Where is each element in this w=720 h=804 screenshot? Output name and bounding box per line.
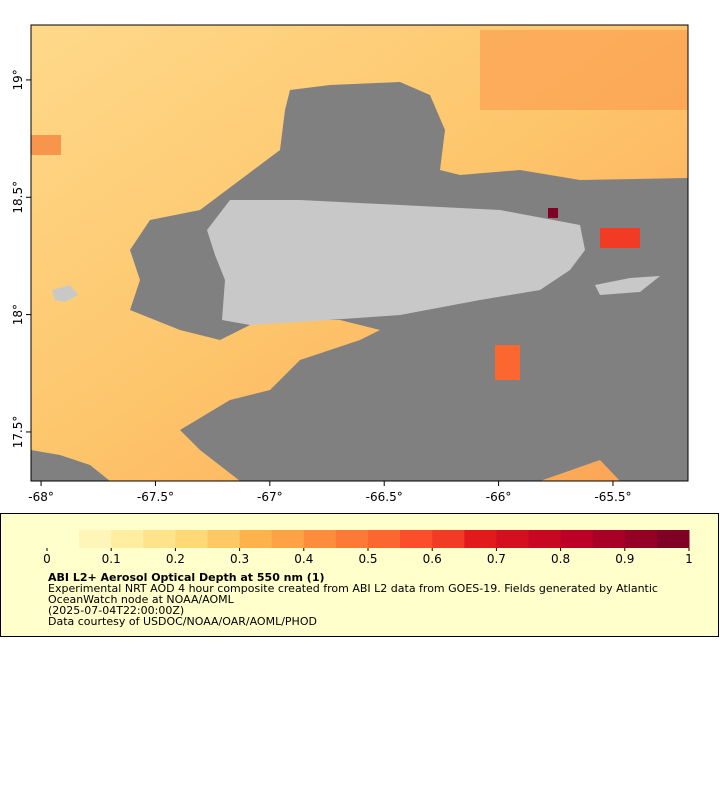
x-tick-label: -68°: [28, 490, 54, 504]
colorbar-step: [656, 530, 690, 548]
map-field: [30, 24, 689, 482]
colorbar-tick-label: 0.8: [551, 552, 570, 566]
aod-patch: [31, 135, 61, 155]
colorbar-tick-label: 0: [43, 552, 51, 566]
aod-patch: [548, 208, 558, 218]
aod-patch: [480, 30, 688, 110]
colorbar-step: [624, 530, 658, 548]
x-tick-label: -65.5°: [594, 490, 631, 504]
caption-title: ABI L2+ Aerosol Optical Depth at 550 nm …: [48, 571, 325, 584]
map-frame: [30, 24, 689, 482]
y-tick-label: 18°: [11, 304, 25, 325]
colorbar-tick-label: 0.4: [294, 552, 313, 566]
land-island: [595, 276, 660, 295]
x-tick-label: -66°: [486, 490, 512, 504]
caption-line: OceanWatch node at NOAA/AOML: [48, 593, 235, 606]
y-tick-label: 18.5°: [11, 181, 25, 214]
aod-patch: [495, 345, 520, 380]
land-island: [52, 285, 78, 302]
colorbar-step: [239, 530, 273, 548]
colorbar-step: [111, 530, 144, 548]
y-tick-label: 17.5°: [11, 416, 25, 449]
colorbar-step: [47, 530, 80, 548]
y-tick-label: 19°: [11, 69, 25, 90]
aod-patch: [600, 228, 640, 248]
caption-line: Experimental NRT AOD 4 hour composite cr…: [48, 582, 658, 595]
colorbar-step: [303, 530, 337, 548]
caption-line: (2025-07-04T22:00:00Z): [48, 604, 184, 617]
no-data-area: [31, 450, 110, 481]
colorbar-step: [464, 530, 497, 548]
colorbar-step: [368, 530, 401, 548]
land-island: [207, 200, 585, 325]
colorbar-step: [400, 530, 433, 548]
colorbar-tick-label: 0.1: [102, 552, 121, 566]
colorbar-tick-label: 0.6: [423, 552, 442, 566]
colorbar-tick-label: 0.7: [487, 552, 506, 566]
x-tick-label: -67.5°: [137, 490, 174, 504]
colorbar-step: [175, 530, 208, 548]
colorbar-tick-label: 0.3: [230, 552, 249, 566]
colorbar-step: [592, 530, 626, 548]
colorbar-step: [271, 530, 305, 548]
colorbar-step: [432, 530, 465, 548]
colorbar-step: [207, 530, 241, 548]
x-tick-label: -66.5°: [366, 490, 403, 504]
colorbar-tick-label: 0.5: [358, 552, 377, 566]
colorbar-tick-label: 0.2: [166, 552, 185, 566]
colorbar-step: [528, 530, 562, 548]
caption-line: Data courtesy of USDOC/NOAA/OAR/AOML/PHO…: [48, 615, 317, 628]
colorbar-tick-label: 1: [685, 552, 693, 566]
x-tick-label: -67°: [257, 490, 283, 504]
colorbar-step: [143, 530, 176, 548]
colorbar-step: [560, 530, 594, 548]
colorbar-step: [335, 530, 369, 548]
colorbar-tick-label: 0.9: [615, 552, 634, 566]
colorbar-step: [79, 530, 112, 548]
colorbar-step: [496, 530, 529, 548]
